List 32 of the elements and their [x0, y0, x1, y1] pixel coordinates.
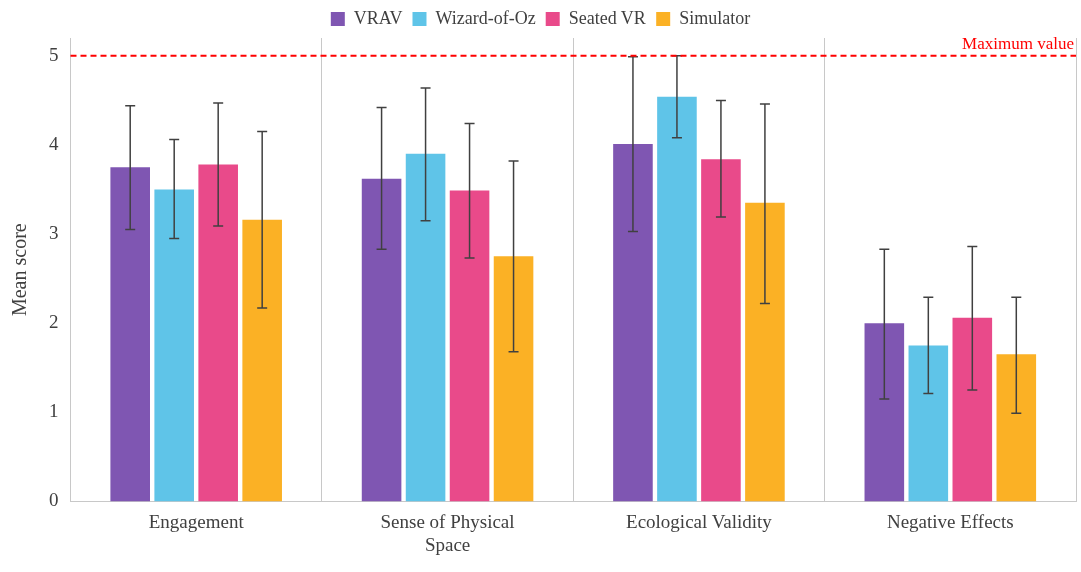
y-axis-title: Mean score: [8, 223, 31, 317]
bar: [242, 219, 282, 502]
y-tick-label: 5: [49, 43, 59, 65]
bar: [198, 164, 238, 502]
bar: [908, 345, 949, 502]
bar: [701, 159, 741, 502]
bar: [657, 96, 697, 502]
bar: [449, 190, 490, 502]
bar: [110, 167, 150, 502]
bar: [493, 256, 534, 502]
bar: [864, 323, 905, 502]
y-tick-label: 1: [49, 400, 59, 422]
ref-line-label: Maximum value: [962, 33, 1074, 53]
x-tick-label: Ecological Validity: [626, 510, 773, 532]
x-tick-label: Sense of Physical Space: [380, 510, 515, 555]
y-tick-label: 0: [49, 489, 59, 511]
y-tick-label: 4: [49, 132, 59, 154]
bar: [745, 202, 785, 502]
bar: [361, 178, 402, 502]
legend-label: Simulator: [679, 7, 751, 28]
bar: [952, 317, 993, 502]
y-tick-label: 3: [49, 222, 59, 244]
x-tick-label: Negative Effects: [886, 510, 1014, 532]
legend-label: Wizard-of-Oz: [435, 7, 536, 28]
legend-label: VRAV: [353, 7, 403, 28]
bar: [405, 153, 446, 502]
bar: [613, 144, 653, 502]
bar: [996, 354, 1037, 502]
x-tick-label: Engagement: [148, 510, 245, 532]
y-tick-label: 2: [49, 311, 59, 333]
bar: [154, 189, 194, 502]
legend-label: Seated VR: [568, 7, 646, 28]
